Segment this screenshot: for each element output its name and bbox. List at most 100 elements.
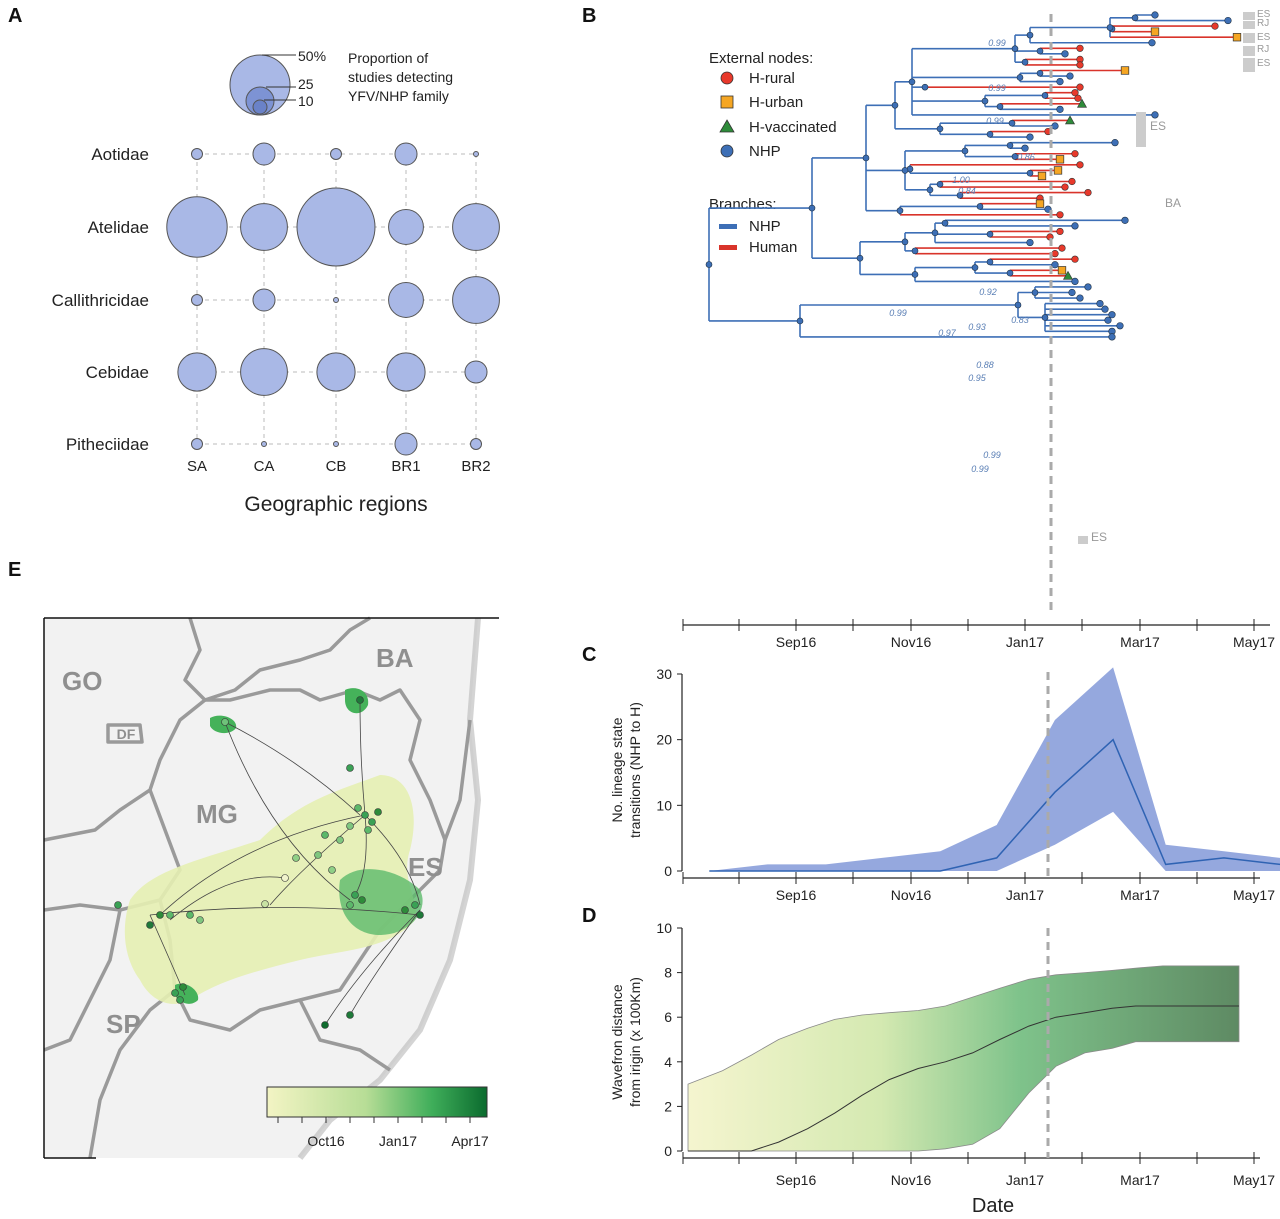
support-value: 0.92 [979,287,997,297]
map-sample-point [221,718,229,726]
internal-node [891,101,899,109]
internal-node [921,83,929,91]
state-label-mg: MG [196,799,238,829]
tip-nhp [1108,333,1116,341]
state-label-ba: BA [376,643,414,673]
internal-node [1026,31,1034,39]
internal-node [1131,14,1139,22]
tip-h-rural [1076,44,1084,52]
tip-h-urban [1120,66,1130,75]
legend-label-nhp: NHP [749,143,781,160]
tip-nhp [1068,288,1076,297]
internal-node [796,317,804,325]
support-value: 0.99 [988,38,1006,48]
tip-h-rural [1076,83,1084,91]
bubble-marks [166,142,500,456]
c-x-tick-label: Jan17 [1006,887,1044,903]
tip-state-bar [1243,21,1255,29]
tip-h-rural [1056,211,1064,219]
bubble [394,142,418,166]
c-x-tick-label: May17 [1233,887,1275,903]
bubble [240,203,288,251]
internal-node [986,258,994,266]
d-x-tick-label: May17 [1233,1172,1275,1188]
bubble [166,196,228,258]
d-y-tick-label: 0 [664,1143,672,1159]
support-value: 0.88 [976,360,994,370]
internal-node [976,203,984,210]
tip-state-label: ES [1257,9,1271,20]
size-legend: 50% 25 10 Proportion of studies detectin… [229,48,453,116]
map-sample-point [374,808,382,816]
support-value: 0.86 [1017,152,1035,162]
map-sample-point [364,826,372,834]
region-label: BR1 [391,458,420,475]
support-value: 0.93 [968,322,986,332]
family-label: Atelidae [88,218,149,237]
internal-node [1041,92,1049,99]
bubble-chart: Aotidae Atelidae Callithricidae Cebidae Pith… [52,48,500,516]
c-mean-line [709,738,1280,872]
internal-node [862,154,870,162]
internal-node [1041,314,1049,321]
c-uncertainty-band [709,667,1280,871]
internal-node [901,238,909,246]
tip-nhp [1076,294,1084,302]
tip-h-rural [1084,189,1092,197]
d-x-tick-label: Nov16 [891,1172,932,1188]
map-sample-point [186,911,194,919]
internal-node [1016,74,1024,81]
tip-h-rural [1076,61,1084,69]
tip-state-label: ES [1091,530,1107,544]
tree-axis-label: Mar17 [1120,634,1160,650]
map-sample-point [166,911,174,919]
tip-nhp [1071,277,1079,286]
map-sample-point [314,851,322,859]
internal-node [908,78,916,86]
size-legend-label-25: 25 [298,76,314,92]
family-label: Callithricidae [52,291,149,310]
family-label: Cebidae [86,363,149,382]
c-y-tick-label: 20 [656,732,672,748]
internal-node [1021,58,1029,66]
tip-nhp [1096,300,1104,308]
d-x-axis: Sep16 Nov16 Jan17 Mar17 May17 [682,1152,1275,1188]
c-y-axis: 0 10 20 30 [656,666,683,879]
internal-node [1011,45,1019,52]
wavefront-chart: 0 2 4 6 8 10 Sep16 Nov16 Jan17 Mar17 May17 Wavefr… [609,920,1275,1217]
map-sample-point [114,901,122,909]
internal-node [1031,289,1039,296]
internal-node [1036,47,1044,55]
size-legend-label-10: 10 [298,93,314,109]
d-x-label: Date [972,1195,1014,1217]
map-colorbar-ticks [277,1117,471,1123]
tip-state-label: ES [1257,58,1271,69]
internal-node [971,264,979,271]
map-sample-point [356,696,364,704]
d-y-tick-label: 6 [664,1009,672,1025]
internal-node [1008,119,1016,127]
d-x-tick-label: Sep16 [776,1172,817,1188]
bubble [386,352,426,392]
map-sample-point [358,896,366,904]
map-sample-point [179,983,187,991]
spread-map: GO DF MG BA ES SP Oct16 Jan17 Apr17 [43,616,499,1160]
internal-node [705,261,713,268]
internal-node [1014,301,1022,309]
tree-axis-label: May17 [1233,634,1275,650]
map-ocean [300,618,499,1158]
internal-node [986,230,994,238]
map-sample-point [354,804,362,812]
support-value: 0.99 [988,83,1006,93]
region-label: BR2 [461,458,490,475]
map-extent-early [124,775,416,1004]
d-uncertainty-band [687,965,1240,1152]
tree-nodes [705,11,1242,341]
tip-nhp [1111,139,1119,147]
tip-h-rural [1071,89,1079,97]
tip-state-label: ES [1150,119,1166,133]
map-sample-point [411,901,419,909]
tip-nhp [1224,16,1232,25]
tip-h-rural [1051,250,1059,258]
tip-nhp [1026,133,1034,141]
